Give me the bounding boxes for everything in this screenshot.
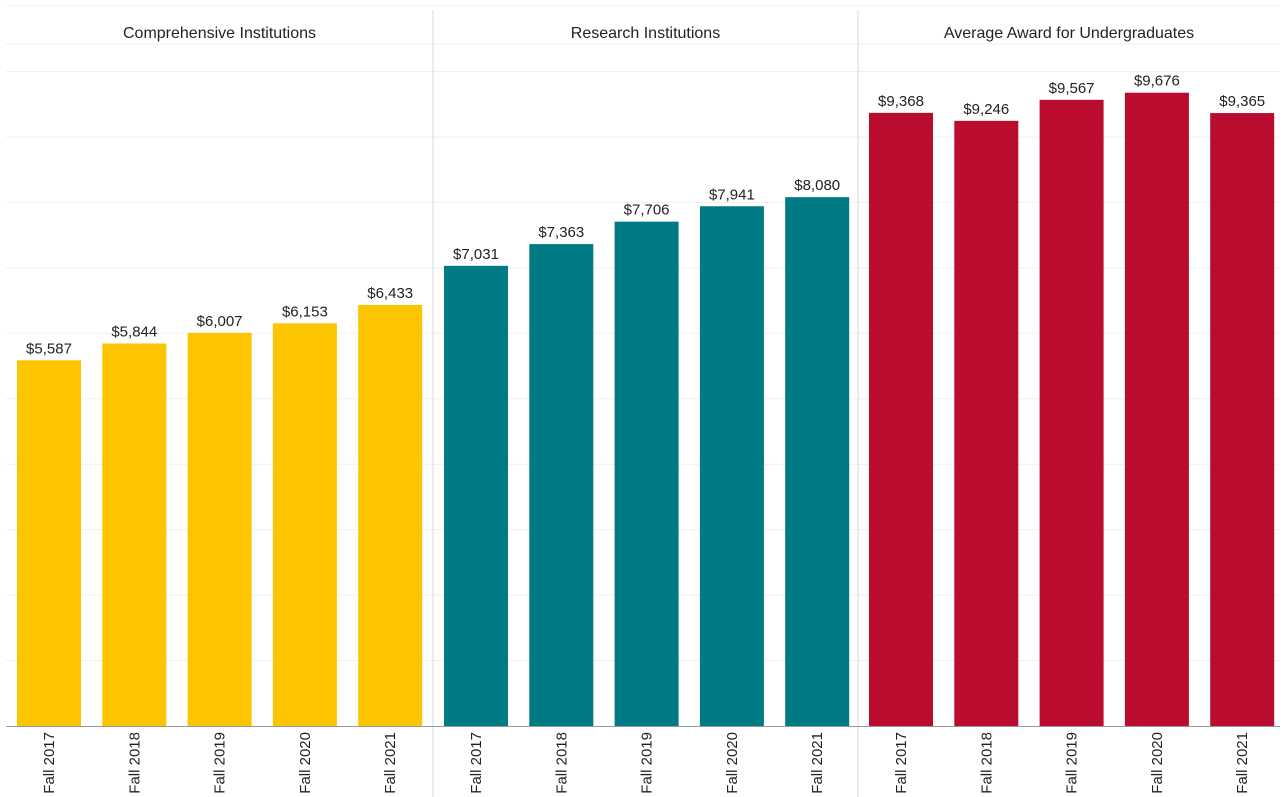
bar [785,197,850,726]
bar [444,265,508,726]
x-tick-label: Fall 2019 [212,732,229,794]
bar-value-label: $9,246 [963,101,1009,118]
x-tick-label: Fall 2020 [1149,732,1166,794]
x-tick-label: Fall 2017 [468,732,485,794]
bar-value-label: $9,365 [1219,93,1265,110]
bar [869,112,933,727]
bar-value-label: $9,676 [1134,73,1180,90]
panel-3: Average Award for Undergraduates $9,368 Fa… [869,25,1275,794]
x-tick-label: Fall 2021 [809,732,826,794]
panel-title: Average Award for Undergraduates [944,25,1194,42]
panel-1: Comprehensive Institutions $5,587 Fall 201… [17,25,423,794]
bar-value-label: $5,587 [26,340,72,357]
bar-value-label: $7,031 [453,246,499,263]
bar-value-label: $6,007 [197,313,243,330]
bar [1124,92,1189,726]
bar-value-label: $7,941 [709,186,755,203]
panel-title: Research Institutions [571,25,720,42]
x-tick-label: Fall 2020 [724,732,741,794]
bar [954,120,1019,726]
bar [272,323,337,726]
bar [17,360,81,726]
axes [6,10,1280,797]
x-tick-label: Fall 2018 [553,732,570,794]
bar [1210,113,1275,727]
x-tick-label: Fall 2017 [893,732,910,794]
bar [1039,99,1104,727]
bar-value-label: $9,368 [878,93,924,110]
chart-panels: Comprehensive Institutions $5,587 Fall 201… [17,25,1275,794]
bar [187,332,252,726]
x-tick-label: Fall 2017 [41,732,58,794]
bar [358,304,423,726]
x-tick-label: Fall 2019 [639,732,656,794]
bar [614,221,679,726]
x-tick-label: Fall 2018 [126,732,143,794]
x-tick-label: Fall 2019 [1064,732,1081,794]
bar-value-label: $7,706 [624,202,670,219]
panel-title: Comprehensive Institutions [123,25,316,42]
bar [699,206,764,727]
x-tick-label: Fall 2020 [297,732,314,794]
bar-value-label: $9,567 [1049,80,1095,97]
bar-value-label: $5,844 [111,324,157,341]
x-tick-label: Fall 2021 [382,732,399,794]
bar-value-label: $6,433 [367,285,413,302]
bar-value-label: $7,363 [538,224,584,241]
bar-value-label: $6,153 [282,303,328,320]
panel-2: Research Institutions $7,031 Fall 2017 $7,3… [444,25,850,794]
bar [102,343,167,726]
x-tick-label: Fall 2021 [1234,732,1251,794]
x-tick-label: Fall 2018 [978,732,995,794]
bar-value-label: $8,080 [794,177,840,194]
bar [529,244,594,726]
